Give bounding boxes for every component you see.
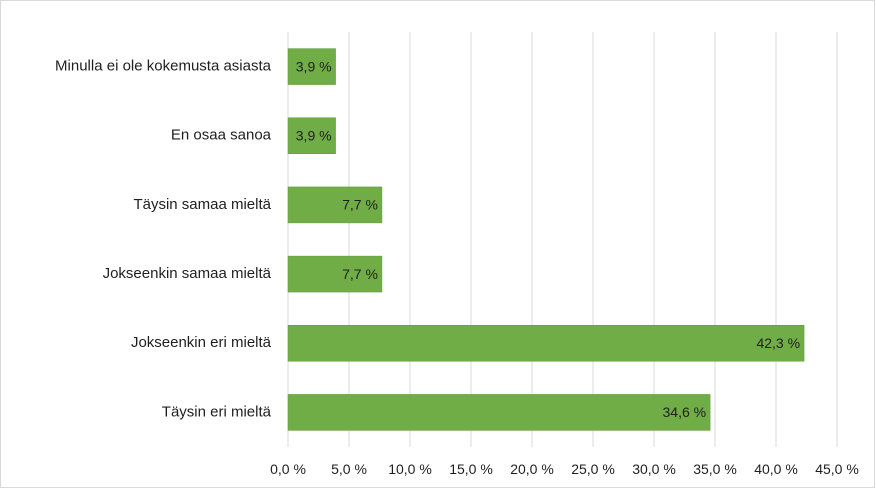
data-label: 3,9 % [296, 127, 332, 143]
bar [287, 325, 805, 362]
x-tick-label: 45,0 % [815, 461, 859, 477]
category-labels: Minulla ei ole kokemusta asiasta En osaa … [55, 58, 272, 421]
data-label: 7,7 % [342, 197, 378, 213]
bar [287, 186, 383, 224]
bars [287, 48, 805, 431]
category-label: Jokseenkin samaa mieltä [103, 265, 272, 282]
x-tick-label: 15,0 % [449, 461, 493, 477]
category-label: En osaa sanoa [171, 127, 272, 144]
x-tick-label: 35,0 % [693, 461, 737, 477]
bar [287, 48, 336, 85]
data-label: 3,9 % [296, 58, 332, 74]
category-label: Täysin samaa mieltä [133, 196, 271, 213]
x-tick-label: 10,0 % [388, 461, 432, 477]
x-tick-label: 25,0 % [571, 461, 615, 477]
data-label: 42,3 % [756, 335, 800, 351]
data-labels: 3,9 % 3,9 % 7,7 % 7,7 % 42,3 % 34,6 % [296, 58, 800, 420]
x-tick-label: 40,0 % [754, 461, 798, 477]
x-tick-label: 5,0 % [331, 461, 367, 477]
x-tick-label: 0,0 % [270, 461, 306, 477]
x-axis-tick-labels: 0,0 % 5,0 % 10,0 % 15,0 % 20,0 % 25,0 % 30,0 %… [270, 461, 859, 477]
bar [287, 255, 383, 293]
data-label: 7,7 % [342, 266, 378, 282]
category-label: Minulla ei ole kokemusta asiasta [55, 58, 272, 75]
category-label: Täysin eri mieltä [162, 403, 272, 420]
category-label: Jokseenkin eri mieltä [131, 334, 272, 351]
bar [287, 117, 336, 154]
data-label: 34,6 % [663, 404, 707, 420]
x-tick-label: 20,0 % [510, 461, 554, 477]
bar [287, 394, 711, 431]
gridlines [287, 32, 838, 447]
x-tick-label: 30,0 % [632, 461, 676, 477]
